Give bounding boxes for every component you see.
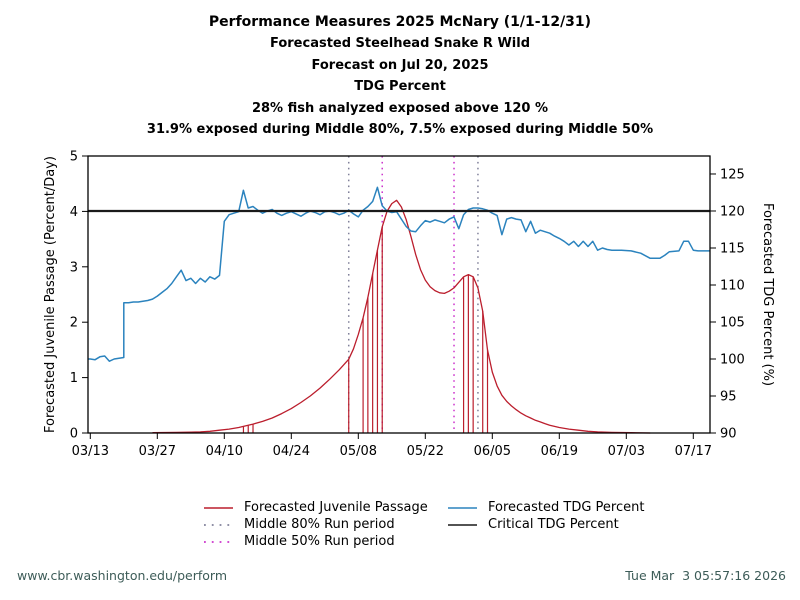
right-axis-tick-label: 100: [720, 352, 745, 367]
right-axis-tick-label: 115: [720, 241, 745, 256]
right-axis-tick-label: 90: [720, 427, 737, 442]
legend-label: Middle 50% Run period: [244, 534, 395, 549]
left-axis-title: Forecasted Juvenile Passage (Percent/Day…: [43, 156, 58, 433]
legend-line-swatch: [448, 523, 477, 526]
legend-dotted-line-swatch: [204, 523, 233, 526]
plot-border: [87, 155, 711, 434]
legend-item: Forecasted Juvenile Passage: [202, 499, 428, 516]
legend-column-right: Forecasted TDG Percent Critical TDG Perce…: [446, 499, 644, 533]
x-axis-tick-label: 04/24: [273, 444, 310, 459]
legend-item: Critical TDG Percent: [446, 516, 644, 533]
right-axis-title: Forecasted TDG Percent (%): [760, 203, 775, 386]
legend-item: Forecasted TDG Percent: [446, 499, 644, 516]
left-axis-tick-label: 1: [70, 371, 78, 386]
x-axis-tick-label: 06/19: [541, 444, 578, 459]
tdg-percent-line: [88, 186, 710, 362]
x-axis-tick-label: 04/10: [206, 444, 243, 459]
chart-subtitle-species: Forecasted Steelhead Snake R Wild: [269, 36, 531, 51]
right-axis-tick-label: 105: [720, 315, 745, 330]
x-axis-tick-label: 03/13: [72, 444, 109, 459]
footer-timestamp: Tue Mar 3 05:57:16 2026: [625, 568, 786, 583]
right-axis-tick-label: 125: [720, 167, 745, 182]
x-axis-tick-label: 03/27: [139, 444, 176, 459]
x-axis-tick-label: 05/22: [407, 444, 444, 459]
legend-dotted-line-swatch: [204, 540, 233, 543]
chart-subtitle-exposure-total: 28% fish analyzed exposed above 120 %: [251, 100, 549, 116]
chart-subtitle-measure: TDG Percent: [354, 79, 446, 94]
left-axis-tick-label: 2: [70, 316, 78, 331]
right-axis-tick-label: 120: [720, 204, 745, 219]
x-axis-tick-label: 07/03: [608, 444, 645, 459]
legend-line-swatch: [448, 506, 477, 509]
x-axis-tick-label: 06/05: [474, 444, 511, 459]
legend-label: Middle 80% Run period: [244, 517, 395, 532]
juvenile-passage-line: [152, 199, 651, 434]
legend-line-swatch: [204, 506, 233, 509]
legend-label: Forecasted Juvenile Passage: [244, 500, 428, 515]
legend-label: Forecasted TDG Percent: [488, 500, 645, 515]
chart-plot: 03/13 03/27 04/10 04/24 05/08 05/22 06/05 06/19…: [43, 150, 775, 460]
right-axis-tick-label: 95: [720, 389, 737, 404]
x-axis-tick-label: 07/17: [675, 444, 712, 459]
legend-item: Middle 80% Run period: [202, 516, 428, 533]
chart-title: Performance Measures 2025 McNary (1/1-12…: [208, 14, 592, 30]
legend-item: Middle 50% Run period: [202, 533, 428, 550]
left-axis-tick-label: 5: [70, 150, 78, 165]
footer-url: www.cbr.washington.edu/perform: [17, 568, 228, 583]
left-axis-tick-label: 0: [70, 427, 78, 442]
x-axis-tick-label: 05/08: [340, 444, 377, 459]
legend-label: Critical TDG Percent: [488, 517, 619, 532]
right-axis-tick-label: 110: [720, 278, 745, 293]
left-axis-tick-label: 3: [70, 260, 78, 275]
legend-column-left: Forecasted Juvenile Passage Middle 80% Ru…: [202, 499, 428, 550]
chart-subtitle-forecast-date: Forecast on Jul 20, 2025: [311, 57, 489, 73]
chart-subtitle-exposure-periods: 31.9% exposed during Middle 80%, 7.5% ex…: [146, 122, 654, 137]
chart-header: Performance Measures 2025 McNary (1/1-12…: [0, 11, 800, 141]
left-axis-tick-label: 4: [70, 205, 78, 220]
